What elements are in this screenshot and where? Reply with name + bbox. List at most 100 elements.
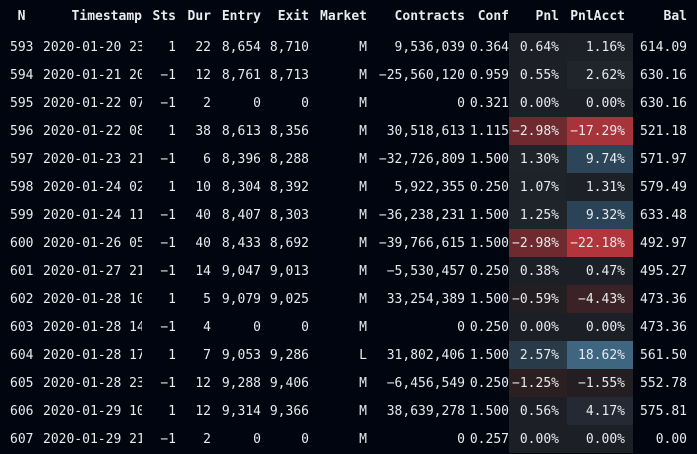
cell-market: M bbox=[359, 179, 367, 195]
cell-entry: 9,053 bbox=[221, 347, 261, 363]
col-header-pnl: Pnl bbox=[535, 9, 559, 24]
cell-n: 595 bbox=[10, 95, 34, 111]
cell-pnl: 0.56% bbox=[509, 397, 567, 425]
cell-dur: 12 bbox=[195, 67, 211, 83]
cell-market: L bbox=[359, 347, 367, 363]
cell-timestamp: 2020-01-24 11 bbox=[43, 207, 142, 223]
cell-contracts: 0 bbox=[457, 319, 465, 335]
table-row: 599 2020-01-24 11 −1 40 8,407 8,303 M −36,238,2… bbox=[0, 201, 697, 229]
cell-timestamp: 2020-01-28 17 bbox=[43, 347, 142, 363]
table-row: 594 2020-01-21 20 −1 12 8,761 8,713 M −25,560,1… bbox=[0, 61, 697, 89]
cell-exit: 8,392 bbox=[269, 179, 309, 195]
cell-exit: 8,356 bbox=[269, 123, 309, 139]
table-row: 597 2020-01-23 21 −1 6 8,396 8,288 M −32,726,80… bbox=[0, 145, 697, 173]
cell-pnlacct: 0.00% bbox=[567, 425, 633, 453]
cell-bal: 633.48 bbox=[640, 207, 687, 223]
cell-conf: 0.364 bbox=[469, 39, 509, 55]
cell-contracts: −25,560,120 bbox=[378, 67, 465, 83]
cell-conf: 1.500 bbox=[469, 403, 509, 419]
cell-sts: −1 bbox=[160, 151, 176, 167]
cell-market: M bbox=[359, 319, 367, 335]
cell-entry: 9,047 bbox=[221, 263, 261, 279]
cell-dur: 7 bbox=[203, 347, 211, 363]
cell-bal: 575.81 bbox=[640, 403, 687, 419]
cell-n: 605 bbox=[10, 375, 34, 391]
cell-pnlacct: 4.17% bbox=[567, 397, 633, 425]
cell-contracts: −39,766,615 bbox=[378, 235, 465, 251]
col-header-n: N bbox=[17, 9, 26, 24]
cell-contracts: 9,536,039 bbox=[394, 39, 465, 55]
cell-exit: 8,303 bbox=[269, 207, 309, 223]
cell-pnlacct: −4.43% bbox=[567, 285, 633, 313]
cell-entry: 8,654 bbox=[221, 39, 261, 55]
cell-pnlacct: −17.29% bbox=[567, 117, 633, 145]
cell-pnlacct: 18.62% bbox=[567, 341, 633, 369]
cell-sts: −1 bbox=[160, 207, 176, 223]
cell-exit: 0 bbox=[301, 431, 309, 447]
cell-pnl: 2.57% bbox=[509, 341, 567, 369]
cell-n: 604 bbox=[10, 347, 34, 363]
cell-conf: 1.500 bbox=[469, 291, 509, 307]
cell-entry: 0 bbox=[253, 319, 261, 335]
cell-pnlacct: 1.16% bbox=[567, 33, 633, 61]
cell-pnl: 1.25% bbox=[509, 201, 567, 229]
cell-dur: 22 bbox=[195, 39, 211, 55]
table-row: 605 2020-01-28 23 −1 12 9,288 9,406 M −6,456,54… bbox=[0, 369, 697, 397]
cell-sts: −1 bbox=[160, 319, 176, 335]
cell-n: 596 bbox=[10, 123, 34, 139]
cell-bal: 473.36 bbox=[640, 291, 687, 307]
cell-exit: 9,286 bbox=[269, 347, 309, 363]
cell-bal: 630.16 bbox=[640, 95, 687, 111]
cell-market: M bbox=[359, 39, 367, 55]
col-header-entry: Entry bbox=[221, 9, 261, 24]
table-row: 596 2020-01-22 08 1 38 8,613 8,356 M 30,518,613… bbox=[0, 117, 697, 145]
table-row: 593 2020-01-20 23 1 22 8,654 8,710 M 9,536,039 0… bbox=[0, 33, 697, 61]
cell-conf: 1.115 bbox=[469, 123, 509, 139]
cell-timestamp: 2020-01-27 21 bbox=[43, 263, 142, 279]
cell-pnlacct: 0.00% bbox=[567, 89, 633, 117]
cell-timestamp: 2020-01-23 21 bbox=[43, 151, 142, 167]
table-row: 603 2020-01-28 14 −1 4 0 0 M 0 0.250 0.00% 0.00% 47… bbox=[0, 313, 697, 341]
cell-pnl: −2.98% bbox=[509, 229, 567, 257]
cell-n: 601 bbox=[10, 263, 34, 279]
cell-contracts: 5,922,355 bbox=[394, 179, 465, 195]
cell-n: 606 bbox=[10, 403, 34, 419]
cell-n: 599 bbox=[10, 207, 34, 223]
table-row: 600 2020-01-26 05 −1 40 8,433 8,692 M −39,766,6… bbox=[0, 229, 697, 257]
col-header-conf: Conf bbox=[477, 9, 509, 24]
cell-market: M bbox=[359, 291, 367, 307]
cell-exit: 0 bbox=[301, 95, 309, 111]
cell-contracts: 31,802,406 bbox=[386, 347, 465, 363]
col-header-pnlacct: PnlAcct bbox=[570, 9, 625, 24]
cell-timestamp: 2020-01-22 07 bbox=[43, 95, 142, 111]
cell-timestamp: 2020-01-22 08 bbox=[43, 123, 142, 139]
cell-contracts: 33,254,389 bbox=[386, 291, 465, 307]
cell-market: M bbox=[359, 207, 367, 223]
cell-contracts: 30,518,613 bbox=[386, 123, 465, 139]
cell-conf: 0.321 bbox=[469, 95, 509, 111]
cell-sts: −1 bbox=[160, 431, 176, 447]
cell-bal: 614.09 bbox=[640, 39, 687, 55]
cell-n: 597 bbox=[10, 151, 34, 167]
cell-entry: 0 bbox=[253, 95, 261, 111]
cell-entry: 8,613 bbox=[221, 123, 261, 139]
cell-bal: 495.27 bbox=[640, 263, 687, 279]
cell-entry: 9,079 bbox=[221, 291, 261, 307]
cell-market: M bbox=[359, 263, 367, 279]
cell-dur: 4 bbox=[203, 319, 211, 335]
cell-sts: −1 bbox=[160, 235, 176, 251]
cell-bal: 552.78 bbox=[640, 375, 687, 391]
cell-pnlacct: −22.18% bbox=[567, 229, 633, 257]
cell-exit: 9,366 bbox=[269, 403, 309, 419]
cell-entry: 0 bbox=[253, 431, 261, 447]
cell-bal: 571.97 bbox=[640, 151, 687, 167]
cell-market: M bbox=[359, 123, 367, 139]
cell-n: 594 bbox=[10, 67, 34, 83]
cell-exit: 8,288 bbox=[269, 151, 309, 167]
cell-market: M bbox=[359, 67, 367, 83]
cell-entry: 8,304 bbox=[221, 179, 261, 195]
cell-sts: 1 bbox=[168, 291, 176, 307]
col-header-market: Market bbox=[320, 9, 367, 24]
cell-conf: 1.500 bbox=[469, 151, 509, 167]
